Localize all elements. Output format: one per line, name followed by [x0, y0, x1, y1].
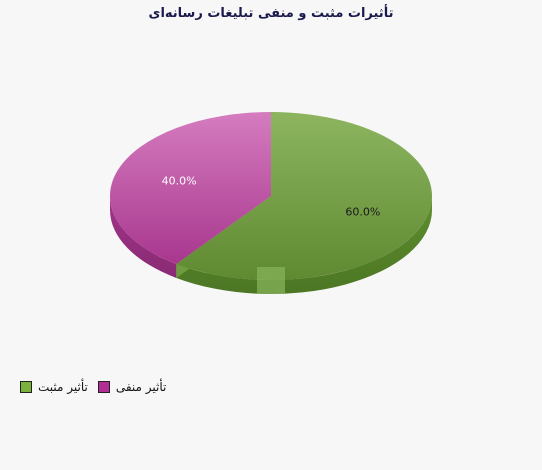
rim-highlight	[257, 267, 285, 294]
legend-item-positive: تأثیر مثبت	[20, 380, 88, 394]
slice-label-negative: 40.0%	[162, 174, 197, 187]
slice-positive[interactable]	[176, 112, 433, 280]
slice-negative[interactable]	[109, 112, 271, 264]
slice-side-positive	[176, 196, 432, 294]
legend-item-negative: تأثیر منفی	[97, 380, 167, 394]
chart-legend: تأثیر مثبت تأثیر منفی	[20, 377, 176, 397]
chart-title: تأثیرات مثبت و منفی تبلیغات رسانه‌ای	[148, 6, 394, 21]
legend-label-positive: تأثیر مثبت	[38, 380, 88, 394]
slice-label-positive: 60.0%	[345, 206, 380, 219]
legend-swatch-positive	[20, 381, 32, 393]
slice-side-negative	[110, 196, 177, 278]
legend-label-negative: تأثیر منفی	[115, 380, 167, 394]
legend-swatch-negative	[97, 381, 110, 393]
